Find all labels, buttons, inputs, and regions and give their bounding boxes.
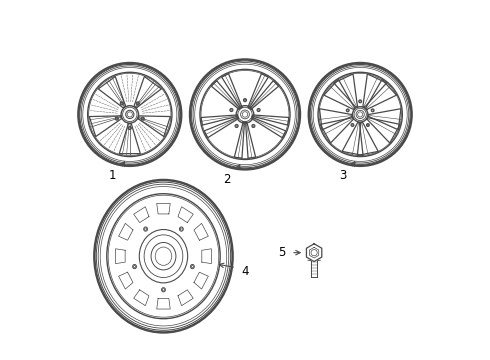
Text: 2: 2 <box>223 173 231 186</box>
Text: 4: 4 <box>241 265 249 278</box>
Text: 1: 1 <box>108 168 116 181</box>
Text: 3: 3 <box>339 168 346 181</box>
Text: 5: 5 <box>278 246 286 259</box>
